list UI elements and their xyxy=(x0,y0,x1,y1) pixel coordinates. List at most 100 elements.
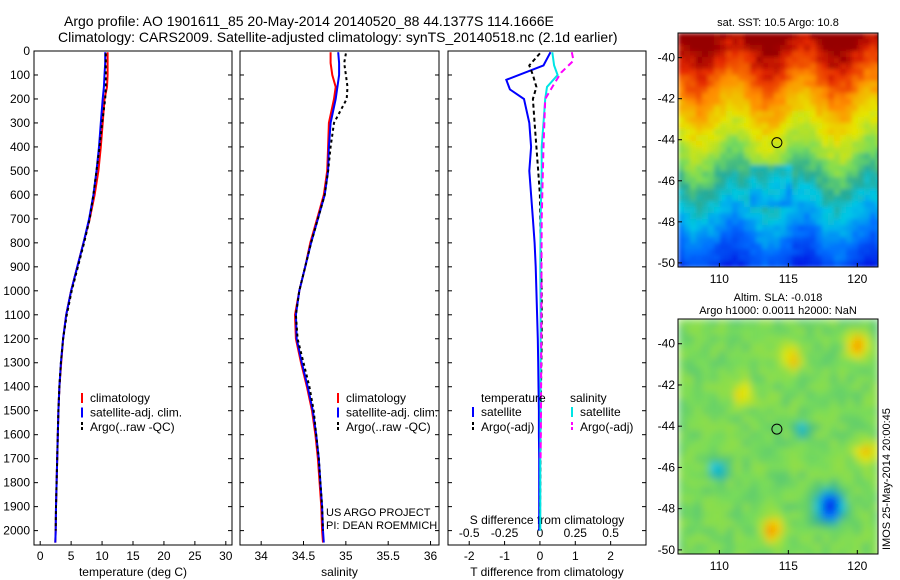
sst-cell xyxy=(768,129,775,136)
sla-cell xyxy=(870,335,878,344)
sst-cell xyxy=(864,225,871,232)
sla-cell xyxy=(838,455,847,464)
sla-cell xyxy=(694,399,703,408)
sst-cell xyxy=(786,201,793,208)
sla-cell xyxy=(758,535,767,544)
sla-cell xyxy=(774,319,783,328)
sst-cell xyxy=(834,51,841,58)
sst-cell xyxy=(756,93,763,100)
salinity-xtick-label: 34.5 xyxy=(292,549,316,563)
sla-cell xyxy=(766,359,775,368)
temperature-ytick-label: 600 xyxy=(10,188,30,202)
sst-cell xyxy=(780,159,787,166)
sst-cell xyxy=(828,231,835,238)
sla-cell xyxy=(750,391,759,400)
sla-cell xyxy=(870,327,878,336)
sst-cell xyxy=(768,81,775,88)
sla-cell xyxy=(838,367,847,376)
sla-cell xyxy=(854,343,863,352)
sla-cell xyxy=(686,471,695,480)
sst-cell xyxy=(726,255,733,262)
sla-map-image xyxy=(678,319,878,554)
sla-cell xyxy=(718,383,727,392)
sst-cell xyxy=(756,243,763,250)
sst-cell xyxy=(810,105,817,112)
sst-cell xyxy=(684,51,691,58)
sla-cell xyxy=(694,503,703,512)
sla-cell xyxy=(830,495,839,504)
sla-cell xyxy=(726,463,735,472)
sst-cell xyxy=(876,39,878,46)
sst-cell xyxy=(816,117,823,124)
sst-cell xyxy=(858,243,865,250)
sla-cell xyxy=(718,471,727,480)
sst-cell xyxy=(678,159,685,166)
sst-cell xyxy=(768,249,775,256)
temperature-xtick-label: 0 xyxy=(37,549,44,563)
sst-cell xyxy=(678,183,685,190)
sst-cell xyxy=(822,153,829,160)
sla-cell xyxy=(678,431,687,440)
sla-cell xyxy=(870,439,878,448)
sst-cell xyxy=(762,141,769,148)
sla-cell xyxy=(686,327,695,336)
sla-cell xyxy=(774,391,783,400)
sst-cell xyxy=(810,135,817,142)
temperature-xlabel: temperature (deg C) xyxy=(79,565,187,579)
sst-cell xyxy=(684,255,691,262)
sst-cell xyxy=(732,99,739,106)
sst-cell xyxy=(720,123,727,130)
sst-cell xyxy=(870,51,877,58)
legend-salinity-title: salinity xyxy=(570,391,607,405)
sst-cell xyxy=(774,231,781,238)
sla-cell xyxy=(806,343,815,352)
sst-cell xyxy=(786,75,793,82)
sst-cell xyxy=(768,45,775,52)
sla-cell xyxy=(774,423,783,432)
sst-cell xyxy=(846,57,853,64)
sst-cell xyxy=(768,243,775,250)
sst-cell xyxy=(732,219,739,226)
sla-cell xyxy=(822,327,831,336)
sst-cell xyxy=(726,117,733,124)
sst-cell xyxy=(822,45,829,52)
sst-cell xyxy=(852,81,859,88)
sst-cell xyxy=(702,219,709,226)
sst-cell xyxy=(828,195,835,202)
sla-cell xyxy=(870,511,878,520)
sst-cell xyxy=(702,111,709,118)
sst-cell xyxy=(792,33,799,40)
sst-cell xyxy=(816,39,823,46)
sla-cell xyxy=(702,399,711,408)
sst-cell xyxy=(720,213,727,220)
sla-cell xyxy=(846,487,855,496)
sst-cell xyxy=(744,69,751,76)
sla-cell xyxy=(838,543,847,552)
sst-cell xyxy=(726,225,733,232)
sla-cell xyxy=(686,367,695,376)
sst-cell xyxy=(870,237,877,244)
sla-cell xyxy=(710,511,719,520)
sla-cell xyxy=(750,447,759,456)
sst-cell xyxy=(732,69,739,76)
sst-cell xyxy=(738,81,745,88)
sst-cell xyxy=(816,87,823,94)
sla-cell xyxy=(870,503,878,512)
sst-cell xyxy=(816,123,823,130)
sst-cell xyxy=(702,81,709,88)
sst-cell xyxy=(858,255,865,262)
sst-cell xyxy=(684,225,691,232)
sst-cell xyxy=(798,81,805,88)
sst-cell xyxy=(834,243,841,250)
sst-cell xyxy=(744,117,751,124)
sst-cell xyxy=(858,75,865,82)
header-line2: Climatology: CARS2009. Satellite-adjuste… xyxy=(58,29,618,45)
sst-cell xyxy=(858,141,865,148)
sst-cell xyxy=(702,75,709,82)
sla-cell xyxy=(854,391,863,400)
sla-cell xyxy=(814,447,823,456)
temperature-xtick-label: 20 xyxy=(157,549,171,563)
sst-cell xyxy=(840,207,847,214)
sla-cell xyxy=(710,335,719,344)
sst-cell xyxy=(738,255,745,262)
